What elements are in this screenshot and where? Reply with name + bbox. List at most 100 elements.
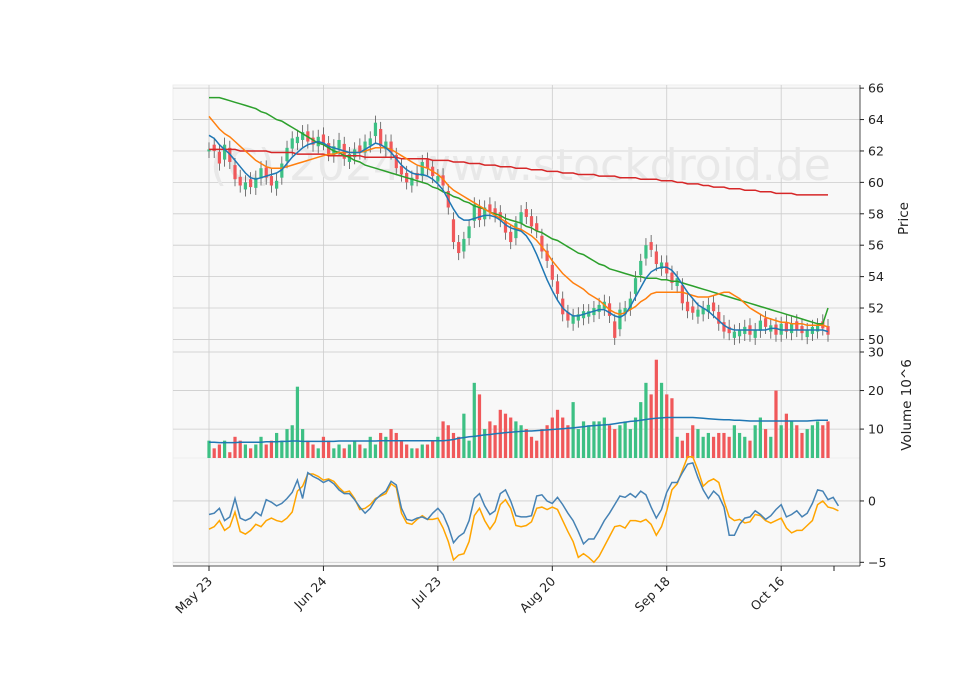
volume-bar xyxy=(763,429,768,458)
ma-slow-line xyxy=(209,96,829,325)
volume-bar xyxy=(399,440,404,458)
volume-bar xyxy=(670,398,674,458)
candle-body xyxy=(457,242,461,254)
volume-bar xyxy=(420,444,424,458)
ma-fast-line xyxy=(208,134,829,333)
candle-body xyxy=(763,318,768,327)
volume-bar xyxy=(275,432,279,458)
price-tick-label: 58 xyxy=(868,206,884,221)
volume-bars xyxy=(207,359,830,458)
volume-bar xyxy=(545,425,549,458)
osc-tick-label: −5 xyxy=(868,555,886,570)
volume-bar xyxy=(264,444,268,458)
volume-bar xyxy=(405,444,409,458)
volume-bar xyxy=(815,421,820,458)
candle-body xyxy=(290,138,294,149)
price-panel xyxy=(172,84,861,353)
volume-bar xyxy=(691,425,695,458)
volume-bar xyxy=(389,429,393,458)
volume-bar xyxy=(784,413,788,458)
candle-body xyxy=(410,177,414,186)
candle-body xyxy=(472,204,476,221)
volume-bar xyxy=(675,436,679,458)
candle-body xyxy=(420,161,424,177)
volume-bar xyxy=(659,382,664,458)
volume-bar xyxy=(550,417,554,458)
candle-body xyxy=(373,122,378,137)
volume-bar xyxy=(347,444,352,458)
candle-body xyxy=(613,321,617,338)
volume-bar xyxy=(800,432,804,458)
candle-body xyxy=(212,144,216,151)
volume-bar xyxy=(493,425,497,458)
volume-bar xyxy=(613,429,617,458)
candle-body xyxy=(587,311,591,317)
candle-body xyxy=(399,165,404,175)
price-axis-label: Price xyxy=(896,202,912,235)
volume-bar xyxy=(467,440,471,458)
volume-bar xyxy=(321,436,326,458)
candle-body xyxy=(509,231,513,243)
volume-bar xyxy=(519,425,523,458)
candle-body xyxy=(628,298,632,309)
candle-body xyxy=(269,176,274,186)
candle-body xyxy=(368,138,372,146)
volume-bar xyxy=(581,421,586,458)
price-tick-label: 56 xyxy=(868,238,884,253)
volume-bar xyxy=(524,429,528,458)
volume-bar xyxy=(769,436,773,458)
candle-body xyxy=(550,264,554,280)
volume-bar xyxy=(384,436,388,458)
candle-body xyxy=(222,144,227,160)
candle-body xyxy=(696,309,700,317)
volume-bar xyxy=(576,429,580,458)
volume-bar xyxy=(457,436,461,458)
volume-bar xyxy=(826,421,830,458)
volume-bar xyxy=(488,421,492,458)
candle-body xyxy=(529,216,534,227)
volume-bar xyxy=(665,394,669,458)
volume-bar xyxy=(706,432,710,458)
candle-body xyxy=(488,204,492,213)
candle-body xyxy=(321,134,326,144)
candle-body xyxy=(275,180,279,189)
volume-bar xyxy=(602,417,606,458)
volume-bar xyxy=(535,440,539,458)
candle-body xyxy=(654,251,658,265)
volume-bar xyxy=(753,425,757,458)
volume-bar xyxy=(774,390,778,458)
volume-tick-label: 10 xyxy=(868,422,884,437)
volume-bar xyxy=(368,436,372,458)
oscillator-signal-line xyxy=(208,456,839,564)
candle-body xyxy=(727,326,731,334)
volume-bar xyxy=(254,444,258,458)
volume-bar xyxy=(337,444,341,458)
volume-bar xyxy=(238,440,242,458)
candle-body xyxy=(805,330,809,338)
volume-bar xyxy=(821,425,825,458)
volume-bar xyxy=(722,432,726,458)
volume-bar xyxy=(685,432,690,458)
volume-bar xyxy=(373,444,378,458)
candle-body xyxy=(597,304,601,312)
volume-bar xyxy=(639,402,643,458)
volume-bar xyxy=(233,436,237,458)
candle-body xyxy=(217,151,222,164)
volume-bar xyxy=(446,425,450,458)
volume-bar xyxy=(805,429,809,458)
volume-bar xyxy=(332,448,336,458)
candle-body xyxy=(685,301,690,312)
volume-bar xyxy=(597,421,601,458)
volume-bar xyxy=(316,448,320,458)
candle-body xyxy=(540,235,544,252)
volume-bar xyxy=(592,421,596,458)
candle-body xyxy=(415,172,419,180)
candle-body xyxy=(639,260,643,276)
volume-bar xyxy=(810,425,815,458)
ma-mid-line xyxy=(208,115,829,328)
volume-bar xyxy=(503,413,508,458)
volume-bar xyxy=(425,444,430,458)
volume-bar xyxy=(441,421,445,458)
candle-body xyxy=(659,262,664,269)
volume-bar xyxy=(212,448,216,458)
